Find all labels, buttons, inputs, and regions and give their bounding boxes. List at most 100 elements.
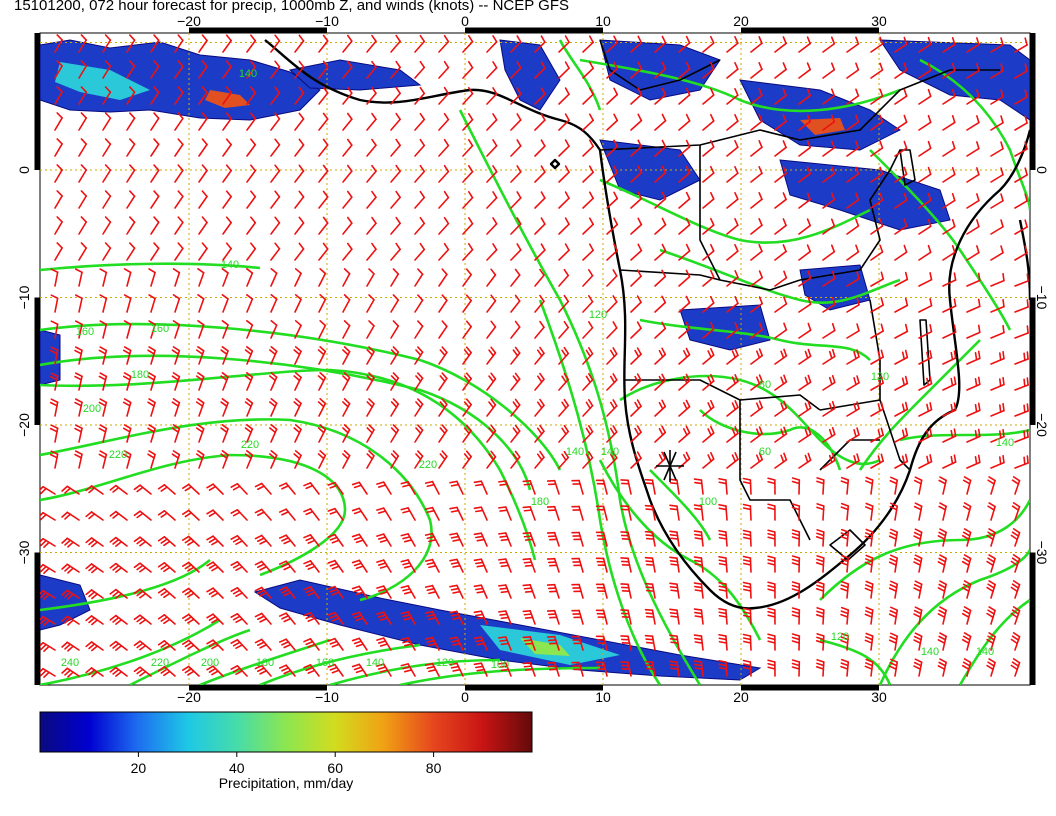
wind-barb xyxy=(400,585,416,599)
wind-barb xyxy=(840,606,850,625)
wind-barb xyxy=(1010,632,1021,651)
wind-barb xyxy=(206,587,224,599)
contour-label: 100 xyxy=(491,659,509,671)
wind-barb xyxy=(486,61,498,79)
wind-barb xyxy=(522,636,536,651)
wind-barb xyxy=(50,294,59,313)
contour-line xyxy=(598,459,762,641)
wind-barb xyxy=(937,658,947,677)
wind-barb xyxy=(318,138,329,157)
wind-barb xyxy=(270,138,281,157)
wind-barb xyxy=(318,268,327,287)
wind-barb xyxy=(230,613,248,625)
wind-barb xyxy=(846,62,860,79)
wind-barb xyxy=(546,661,560,677)
wind-barb xyxy=(390,450,400,469)
wind-barb xyxy=(815,633,825,651)
wind-barb xyxy=(449,506,464,521)
wind-barb xyxy=(317,450,327,469)
wind-barb xyxy=(74,424,83,443)
wind-barb xyxy=(174,216,184,235)
wind-barb xyxy=(366,190,377,209)
wind-barb xyxy=(774,426,788,443)
wind-barb xyxy=(109,484,128,495)
wind-barb xyxy=(351,637,368,651)
wind-barb xyxy=(254,534,272,547)
wind-barb xyxy=(1014,325,1029,339)
wind-barb xyxy=(669,556,680,573)
wind-barb xyxy=(654,61,667,79)
wind-barb xyxy=(815,555,825,573)
wind-barb xyxy=(278,560,296,573)
wind-barb xyxy=(269,450,278,469)
wind-barb xyxy=(522,558,536,573)
wind-barb xyxy=(198,138,208,157)
wind-barb xyxy=(822,114,836,131)
wind-barb xyxy=(414,242,426,261)
wind-barb xyxy=(342,424,351,443)
wind-barb xyxy=(693,608,704,625)
wind-barb xyxy=(74,398,83,417)
wind-barb xyxy=(244,450,254,469)
wind-barb xyxy=(894,192,908,209)
wind-barb xyxy=(718,659,728,677)
wind-barb xyxy=(303,664,320,677)
wind-barb xyxy=(157,614,176,625)
wind-barb xyxy=(424,610,440,625)
country-border xyxy=(599,69,1000,151)
wind-barb xyxy=(270,60,281,79)
wind-barb xyxy=(606,113,619,131)
wind-barb xyxy=(966,63,980,79)
wind-barb xyxy=(327,663,344,677)
wind-barb xyxy=(99,320,108,339)
lon-tick-top: 30 xyxy=(871,13,887,29)
wind-barb xyxy=(966,272,981,287)
wind-barb xyxy=(546,583,560,599)
wind-barb xyxy=(846,375,860,391)
wind-barb xyxy=(414,320,424,339)
contour-line xyxy=(40,262,261,272)
contour-label: 220 xyxy=(419,459,437,471)
wind-barb xyxy=(822,218,836,235)
wind-barb xyxy=(774,270,788,287)
wind-barb xyxy=(123,268,132,287)
wind-barb xyxy=(718,581,728,599)
wind-barb xyxy=(606,61,619,79)
wind-barb xyxy=(990,428,1005,443)
wind-barb xyxy=(606,425,618,443)
wind-barb xyxy=(870,401,884,417)
wind-barb xyxy=(889,502,899,521)
wind-barb xyxy=(571,557,584,573)
wind-barb xyxy=(147,424,156,443)
wind-barb xyxy=(606,87,619,105)
wind-barb xyxy=(791,659,801,677)
wind-barb xyxy=(294,190,305,209)
wind-barb xyxy=(654,35,667,53)
wind-barb xyxy=(254,586,272,599)
wind-barb xyxy=(558,113,570,131)
wind-barb xyxy=(98,346,108,365)
wind-barb xyxy=(693,582,704,599)
location-marker xyxy=(656,450,684,482)
wind-barb xyxy=(620,531,632,547)
wind-barb xyxy=(1010,580,1021,599)
wind-barb xyxy=(966,219,980,235)
wind-barb xyxy=(366,112,377,131)
wind-barb xyxy=(913,502,923,521)
wind-barb xyxy=(913,606,923,625)
wind-barb xyxy=(61,589,80,600)
contour-label: 160 xyxy=(76,326,94,338)
lat-tick-left: −20 xyxy=(16,413,32,437)
lon-tick-top: −20 xyxy=(177,13,201,29)
wind-barb xyxy=(669,530,680,547)
wind-barb xyxy=(318,190,329,209)
wind-barb xyxy=(462,191,474,209)
wind-barb xyxy=(966,298,981,313)
wind-barb xyxy=(351,507,368,521)
wind-barb xyxy=(840,580,850,599)
wind-barb xyxy=(546,531,560,547)
wind-barb xyxy=(990,141,1004,157)
wind-barb xyxy=(174,138,184,157)
wind-barb xyxy=(726,296,739,313)
wind-barb xyxy=(54,216,63,235)
